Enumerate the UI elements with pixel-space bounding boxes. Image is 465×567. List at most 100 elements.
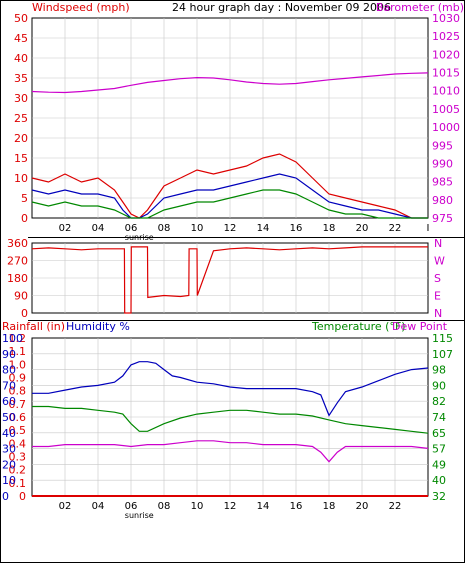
dewpoint-axis-label: Dew Point	[392, 320, 448, 333]
rainfall-tick-label: 1.0	[9, 358, 27, 371]
humidity-tick-label: 0	[2, 490, 9, 503]
temperature-tick-label: 82	[432, 395, 446, 408]
humidity-tick-label: 40	[2, 427, 16, 440]
x-tick-label: 22	[389, 501, 402, 512]
x-tick-label: 04	[92, 223, 105, 234]
dewpoint-series-line	[32, 440, 429, 463]
humidity-tick-label: 10	[2, 474, 16, 487]
humidity-tick-label: 80	[2, 364, 16, 377]
x-tick-label: 14	[257, 501, 270, 512]
barometer-tick-label: 1000	[432, 121, 460, 134]
direction-compass-tick-label: W	[434, 255, 445, 268]
direction-degree-tick-label: 90	[14, 290, 28, 303]
humidity-tick-label: 60	[2, 395, 16, 408]
rainfall-tick-label: 0.7	[9, 398, 27, 411]
windspeed-tick-label: 25	[14, 112, 28, 125]
temperature-tick-label: 65	[432, 427, 446, 440]
x-tick-label: 10	[191, 501, 204, 512]
wind-direction-series-line	[31, 246, 428, 314]
windspeed-tick-label: 20	[14, 132, 28, 145]
barometer-tick-label: 980	[432, 194, 453, 207]
x-tick-label: 12	[224, 223, 237, 234]
temperature-tick-label: 74	[432, 411, 446, 424]
x-tick-label: 18	[323, 223, 336, 234]
x-tick-label: 06	[125, 223, 138, 234]
x-tick-label: 06	[125, 501, 138, 512]
barometer-tick-label: 1005	[432, 103, 460, 116]
windspeed-tick-label: 40	[14, 52, 28, 65]
x-tick-label: 22	[389, 223, 402, 234]
barometer-tick-label: 1015	[432, 67, 460, 80]
x-tick-label: 12	[224, 501, 237, 512]
wind-speed-series-line	[31, 189, 428, 219]
direction-compass-tick-label: N	[434, 237, 442, 250]
barometer-tick-label: 995	[432, 139, 453, 152]
windspeed-tick-label: 50	[14, 12, 28, 25]
x-tick-label: 02	[59, 223, 72, 234]
direction-degree-tick-label: 0	[21, 307, 28, 320]
x-tick-label: 18	[323, 501, 336, 512]
direction-degree-tick-label: 360	[7, 237, 28, 250]
temperature-tick-label: 49	[432, 458, 446, 471]
rainfall-tick-label: 0.3	[9, 451, 27, 464]
temperature-tick-label: 32	[432, 490, 446, 503]
windspeed-axis-label: Windspeed (mph)	[32, 1, 130, 14]
barometer-tick-label: 1025	[432, 30, 460, 43]
direction-degree-tick-label: 270	[7, 255, 28, 268]
humidity-axis-label: Humidity %	[66, 320, 130, 333]
x-tick-label: 14	[257, 223, 270, 234]
rainfall-tick-label: 0	[19, 490, 26, 503]
sunrise-label: sunrise	[125, 233, 154, 242]
windspeed-tick-label: 35	[14, 72, 28, 85]
rainfall-tick-label: 0.6	[9, 411, 27, 424]
x-tick-label: 08	[158, 223, 171, 234]
x-tick-label: 16	[290, 223, 303, 234]
temperature-tick-label: 40	[432, 474, 446, 487]
barometer-series-line	[31, 72, 429, 94]
barometer-tick-label: 990	[432, 157, 453, 170]
barometer-tick-label: 1030	[432, 12, 460, 25]
x-tick-label: I	[427, 223, 430, 234]
temperature-tick-label: 98	[432, 364, 446, 377]
barometer-axis-label: Barometer (mb)	[376, 1, 464, 14]
barometer-tick-label: 985	[432, 176, 453, 189]
humidity-tick-label: 20	[2, 458, 16, 471]
barometer-tick-label: 1020	[432, 48, 460, 61]
windspeed-tick-label: 15	[14, 152, 28, 165]
windspeed-tick-label: 45	[14, 32, 28, 45]
x-tick-label: 20	[356, 501, 369, 512]
rainfall-tick-label: 0.5	[9, 424, 27, 437]
humidity-tick-label: 70	[2, 379, 16, 392]
direction-compass-tick-label: S	[434, 272, 441, 285]
barometer-tick-label: 975	[432, 212, 453, 225]
x-tick-label: 10	[191, 223, 204, 234]
chart-title: 24 hour graph day : November 09 2006	[172, 1, 391, 14]
temperature-tick-label: 57	[432, 443, 446, 456]
windspeed-tick-label: 30	[14, 92, 28, 105]
x-tick-label: 02	[59, 501, 72, 512]
humidity-series-line	[32, 361, 429, 417]
x-tick-label: 04	[92, 501, 105, 512]
direction-compass-tick-label: N	[434, 307, 442, 320]
temperature-series-line	[32, 405, 429, 434]
temperature-tick-label: 90	[432, 379, 446, 392]
rainfall-tick-label: 0.4	[9, 437, 27, 450]
rainfall-tick-label: 0.9	[9, 372, 27, 385]
humidity-tick-label: 100	[2, 332, 23, 345]
wind-average-series-line	[31, 173, 428, 219]
temperature-tick-label: 115	[432, 332, 453, 345]
temperature-axis-label: Temperature (°F)	[311, 320, 406, 333]
windspeed-tick-label: 0	[21, 212, 28, 225]
temperature-tick-label: 107	[432, 348, 453, 361]
rainfall-tick-label: 0.2	[9, 464, 27, 477]
direction-compass-tick-label: E	[434, 290, 441, 303]
rainfall-tick-label: 0.1	[9, 477, 27, 490]
rainfall-tick-label: 1.1	[9, 345, 27, 358]
rainfall-axis-label: Rainfall (in)	[2, 320, 65, 333]
humidity-tick-label: 90	[2, 348, 16, 361]
rainfall-tick-label: 1.2	[9, 332, 27, 345]
humidity-tick-label: 50	[2, 411, 16, 424]
direction-degree-tick-label: 180	[7, 272, 28, 285]
